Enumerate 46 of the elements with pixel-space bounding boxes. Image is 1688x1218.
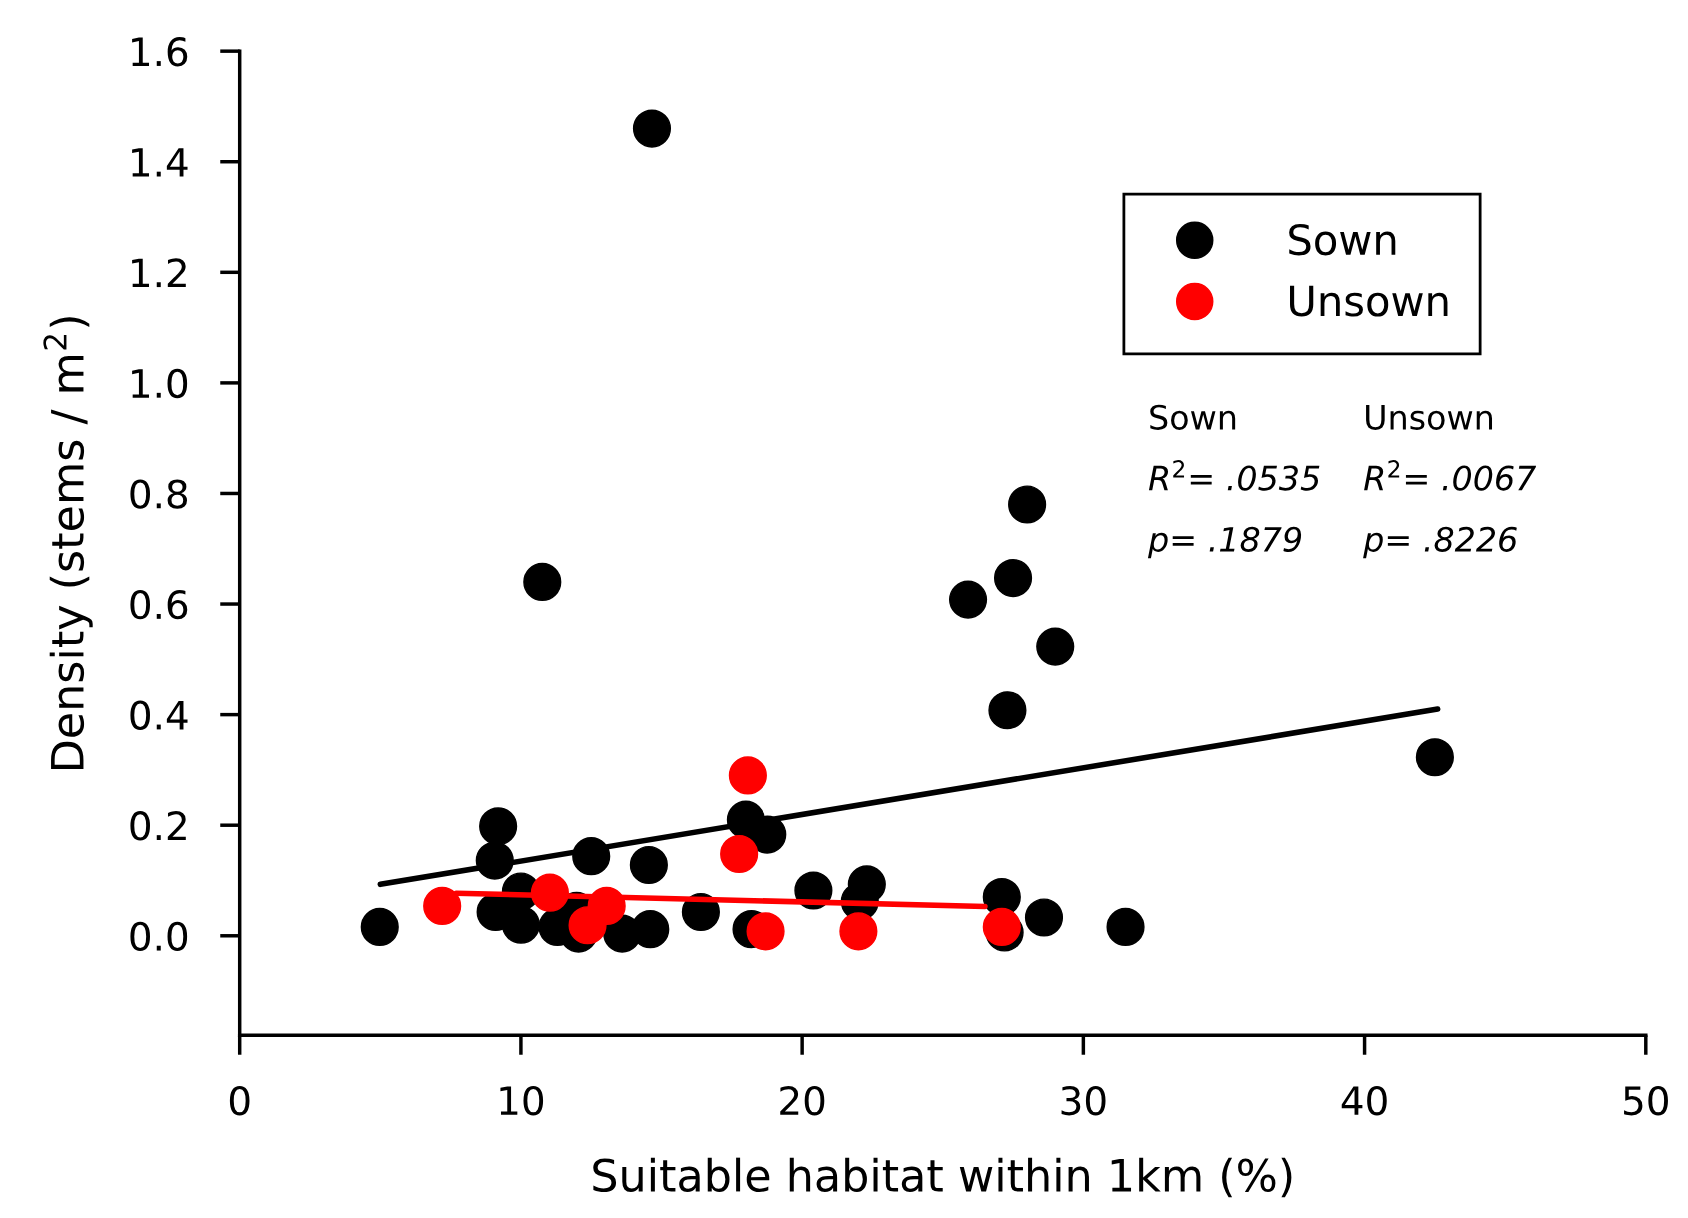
annotation: p= .8226 — [1363, 526, 1517, 559]
annotation: R$^{2}$= .0535 — [1148, 460, 1320, 491]
point — [720, 834, 759, 874]
point — [728, 756, 767, 795]
y-tick-label: 0.2 — [130, 811, 186, 841]
x-tick-label: 10 — [500, 1085, 544, 1116]
y-tick-label: 0.4 — [130, 700, 188, 730]
x-axis-title: Suitable habitat within 1km (%) — [593, 1157, 1292, 1198]
y-tick-label: 0.0 — [130, 921, 188, 952]
point — [839, 912, 878, 951]
point — [423, 886, 462, 925]
annotation: Unsown — [1366, 405, 1493, 430]
point — [1024, 898, 1064, 937]
y-tick-label: 0.6 — [130, 589, 188, 620]
legend-label: Sown — [1289, 223, 1396, 256]
annotation: R$^{2}$= .0067 — [1364, 460, 1537, 491]
point — [360, 907, 399, 947]
point — [523, 562, 562, 601]
point — [746, 912, 785, 951]
legend-label: Unsown — [1290, 285, 1448, 317]
point — [501, 905, 540, 944]
point — [993, 558, 1033, 598]
point — [631, 910, 670, 949]
point — [1106, 907, 1145, 947]
annotation: Sown — [1150, 404, 1236, 430]
y-tick-label: 1.2 — [132, 258, 186, 288]
point — [629, 845, 668, 885]
x-tick-label: 20 — [780, 1085, 825, 1116]
point — [1008, 485, 1047, 524]
x-tick-label: 50 — [1624, 1085, 1668, 1116]
point — [982, 907, 1021, 947]
x-tick-label: 40 — [1341, 1085, 1387, 1116]
y-tick-label: 1.4 — [132, 148, 188, 177]
y-tick-label: 1.6 — [132, 37, 188, 67]
point — [632, 109, 672, 148]
point — [1415, 738, 1454, 777]
point — [948, 580, 988, 619]
y-tick-label: 0.8 — [130, 479, 188, 509]
y-axis-title: Density (stems / m$^{2}$) — [43, 317, 93, 770]
x-tick-label: 30 — [1061, 1085, 1106, 1116]
x-tick-label: 0 — [229, 1085, 250, 1116]
y-tick-label: 1.0 — [132, 368, 188, 399]
point — [1036, 627, 1075, 666]
point — [988, 691, 1027, 730]
annotation: p= .1879 — [1147, 526, 1302, 559]
point — [479, 807, 518, 846]
